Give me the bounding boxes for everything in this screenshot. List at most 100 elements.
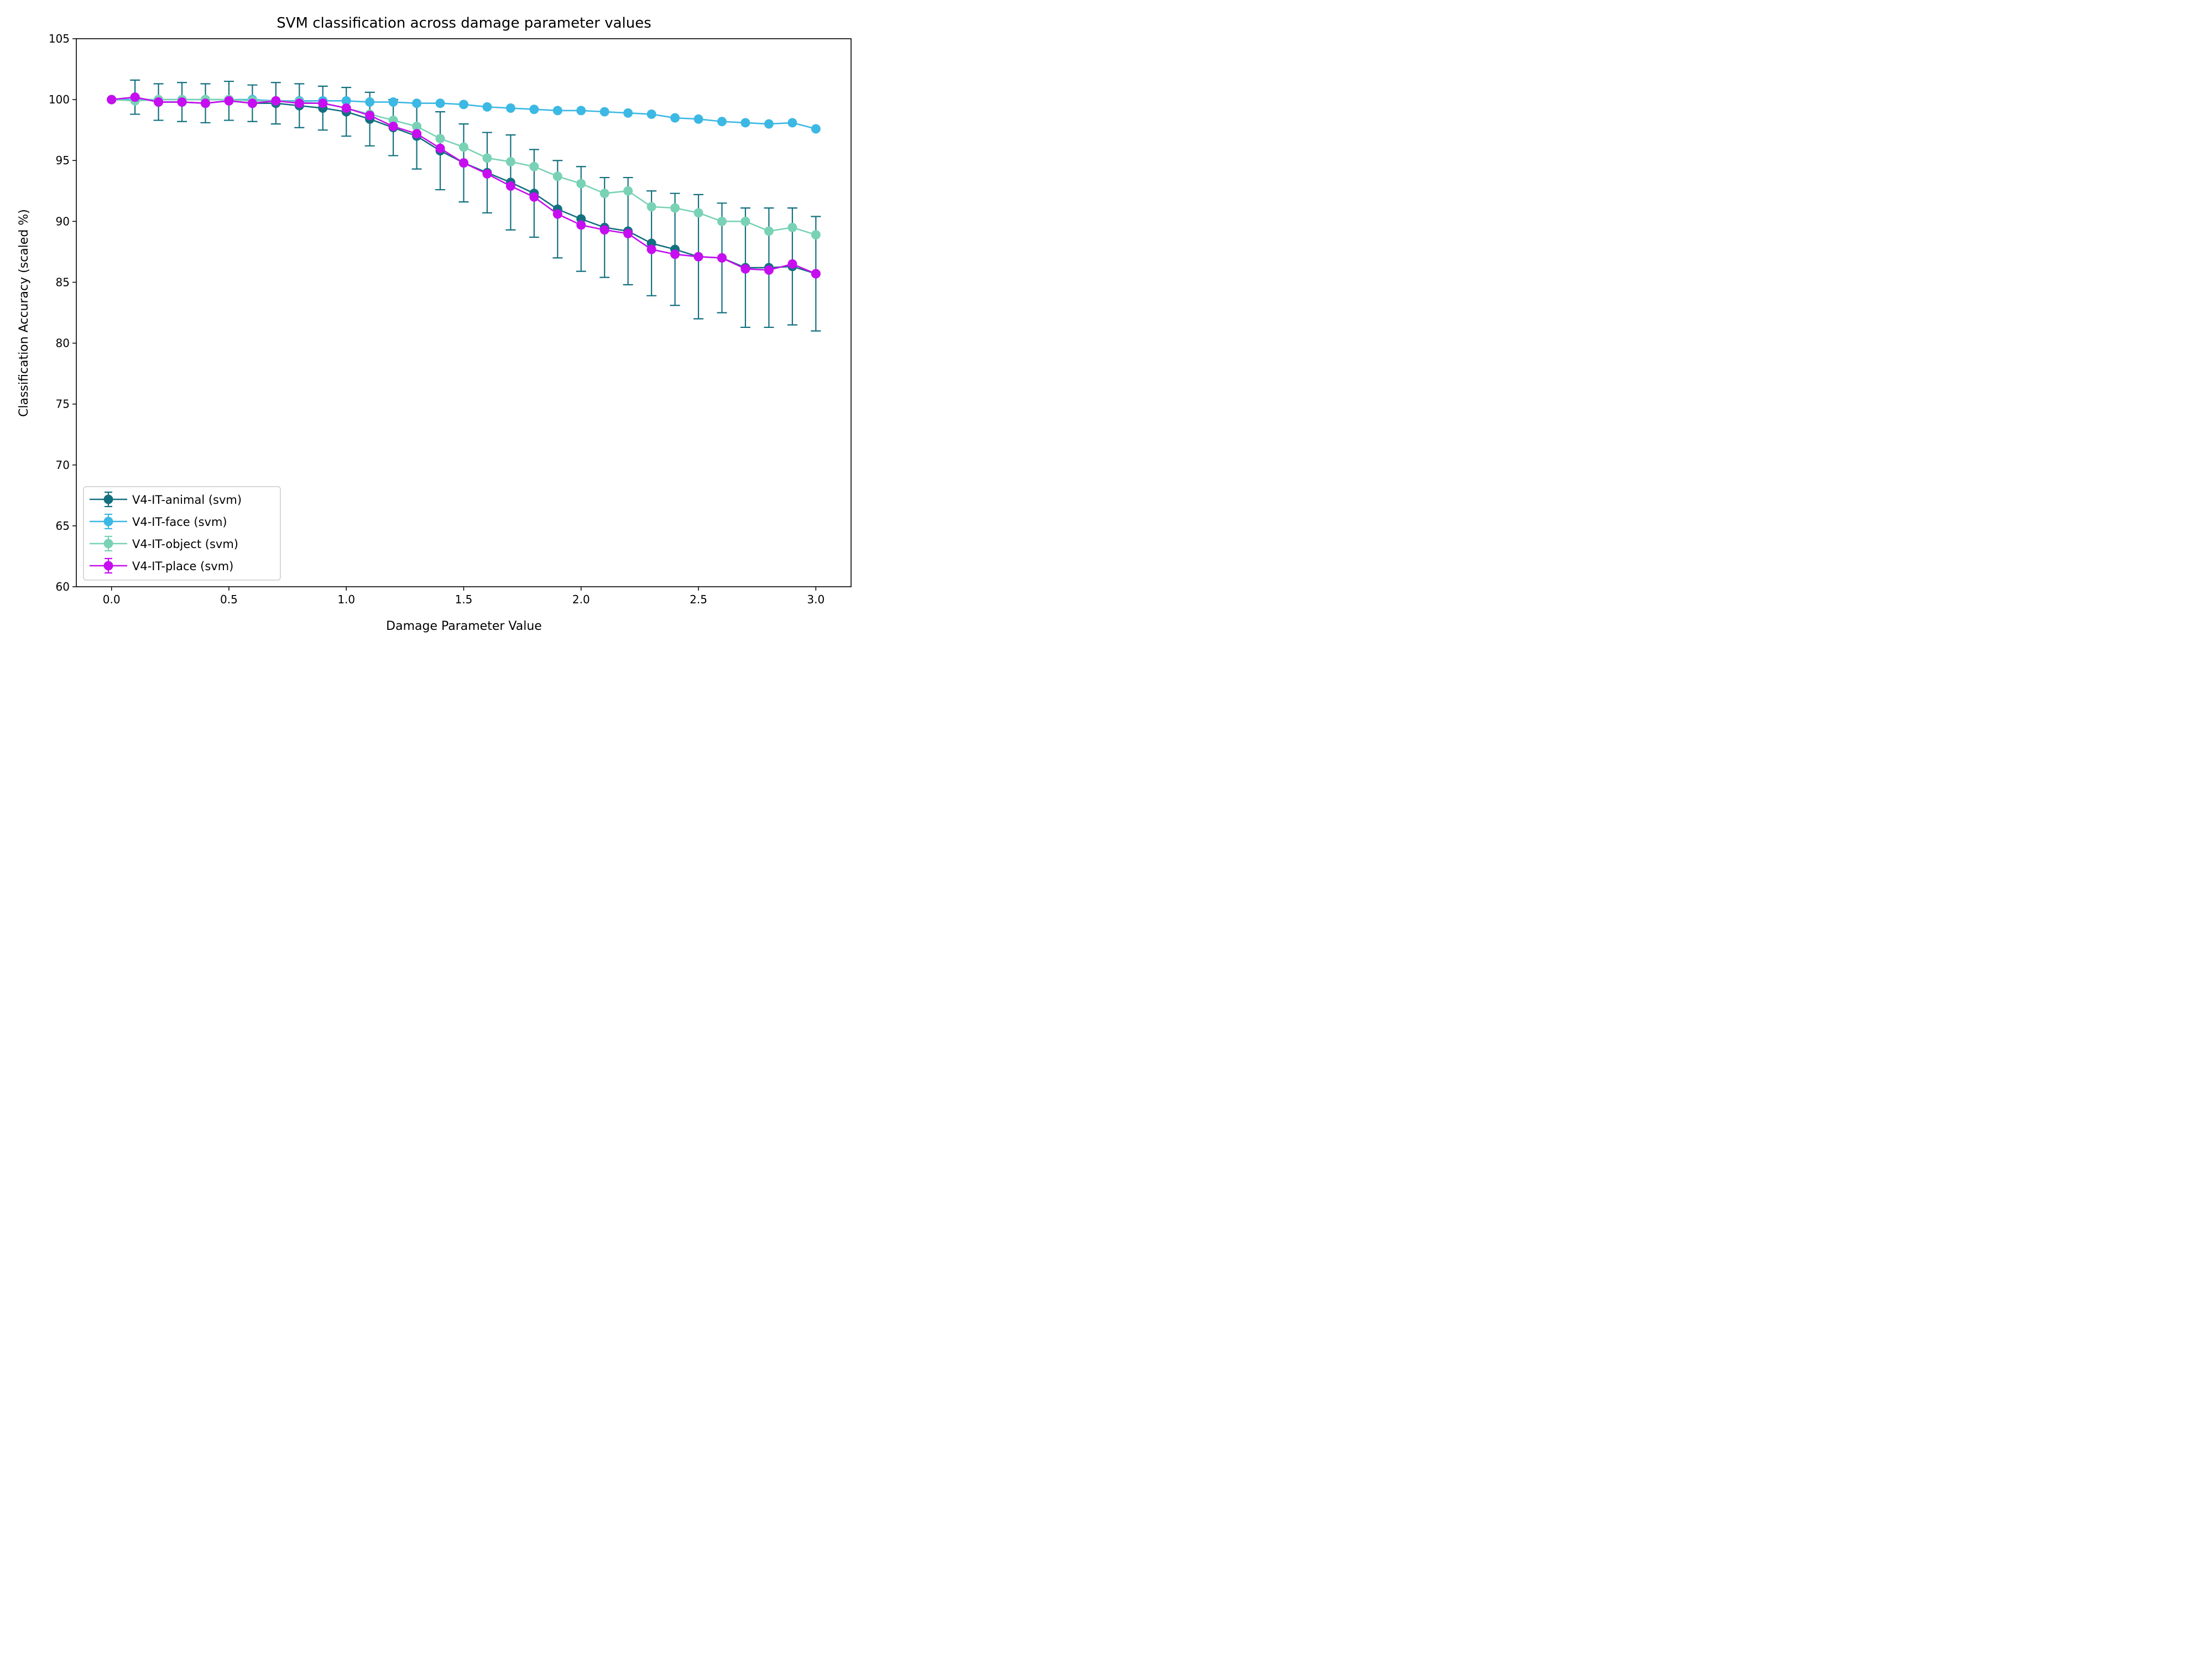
data-point: [341, 103, 351, 113]
x-tick-label: 2.5: [690, 593, 707, 606]
data-point: [294, 98, 304, 108]
data-point: [552, 171, 562, 181]
data-point: [388, 97, 398, 107]
x-axis: 0.0 0.5 1.0 1.5 2.0 2.5 3.0: [103, 587, 825, 606]
data-point: [670, 249, 680, 259]
data-point: [459, 142, 468, 152]
data-point: [412, 122, 422, 132]
data-point: [365, 111, 375, 121]
data-point: [247, 98, 257, 108]
data-point: [482, 169, 492, 179]
data-point: [740, 118, 750, 128]
y-tick-label: 90: [56, 215, 70, 228]
data-point: [388, 122, 398, 132]
data-point: [177, 97, 187, 107]
x-tick-label: 1.0: [337, 593, 355, 606]
data-point: [412, 129, 422, 139]
data-point: [505, 181, 515, 191]
data-point: [318, 98, 328, 108]
data-point: [576, 220, 586, 230]
legend-item: V4-IT-animal (svm): [90, 491, 242, 508]
y-tick-label: 105: [49, 32, 70, 45]
legend-box: [83, 486, 281, 581]
data-point: [670, 113, 680, 123]
legend-label: V4-IT-object (svm): [132, 538, 238, 551]
data-point: [599, 189, 609, 199]
data-point: [552, 106, 562, 116]
y-tick-label: 65: [56, 519, 70, 533]
data-point: [412, 98, 422, 108]
data-point: [435, 134, 445, 144]
data-point: [201, 98, 210, 108]
legend-marker: [103, 517, 113, 526]
data-point: [505, 156, 515, 166]
data-point: [154, 97, 164, 107]
legend-item: V4-IT-object (svm): [90, 535, 238, 552]
data-point: [459, 158, 468, 168]
data-point: [764, 265, 774, 275]
x-tick-label: 2.0: [572, 593, 590, 606]
data-point: [693, 208, 703, 218]
data-point: [224, 96, 234, 106]
y-tick-label: 100: [49, 93, 70, 106]
x-tick-label: 1.5: [455, 593, 473, 606]
legend-marker: [103, 539, 113, 549]
data-point: [482, 102, 492, 112]
data-point: [717, 216, 727, 226]
data-point: [130, 92, 140, 102]
chart-svg: SVM classification across damage paramet…: [17, 15, 852, 633]
data-point: [787, 222, 797, 232]
y-tick-label: 95: [56, 154, 70, 167]
y-tick-label: 80: [56, 337, 70, 350]
data-point: [717, 117, 727, 127]
data-point: [482, 153, 492, 163]
data-point: [599, 107, 609, 117]
data-point: [505, 103, 515, 113]
y-tick-label: 75: [56, 398, 70, 411]
x-tick-label: 0.0: [103, 593, 121, 606]
data-point: [811, 124, 821, 134]
data-point: [670, 203, 680, 213]
x-tick-label: 0.5: [220, 593, 238, 606]
data-point: [435, 143, 445, 153]
data-point: [787, 118, 797, 128]
data-point: [623, 186, 633, 196]
legend-item: V4-IT-place (svm): [90, 557, 233, 574]
legend-item: V4-IT-face (svm): [90, 513, 227, 530]
data-point: [740, 216, 750, 226]
data-point: [623, 228, 633, 238]
data-point: [811, 230, 821, 240]
data-point: [529, 105, 539, 114]
series-0: [107, 79, 821, 332]
data-point: [529, 161, 539, 171]
data-point: [646, 244, 656, 254]
y-axis-title: Classification Accuracy (scaled %): [17, 209, 31, 417]
legend-label: V4-IT-place (svm): [132, 560, 233, 573]
data-point: [599, 225, 609, 235]
chart-title: SVM classification across damage paramet…: [276, 15, 651, 32]
data-point: [107, 95, 117, 105]
legend-label: V4-IT-face (svm): [132, 515, 227, 529]
data-point: [811, 269, 821, 279]
legend-marker: [103, 561, 113, 571]
data-point: [271, 96, 281, 106]
data-point: [459, 100, 468, 109]
y-tick-label: 60: [56, 580, 70, 593]
data-point: [764, 119, 774, 129]
data-point: [576, 106, 586, 116]
data-point: [740, 264, 750, 274]
data-point: [529, 192, 539, 202]
data-point: [646, 202, 656, 212]
legend-label: V4-IT-animal (svm): [132, 493, 242, 507]
x-axis-title: Damage Parameter Value: [386, 619, 542, 633]
data-point: [693, 252, 703, 262]
data-point: [552, 209, 562, 219]
y-axis: 60 65 70 75 80 85 90 95 100 105: [49, 32, 76, 593]
data-point: [693, 114, 703, 124]
legend-marker: [103, 494, 113, 504]
data-point: [435, 98, 445, 108]
data-point: [623, 108, 633, 118]
data-point: [576, 179, 586, 189]
data-point: [717, 253, 727, 263]
data-point: [764, 226, 774, 236]
